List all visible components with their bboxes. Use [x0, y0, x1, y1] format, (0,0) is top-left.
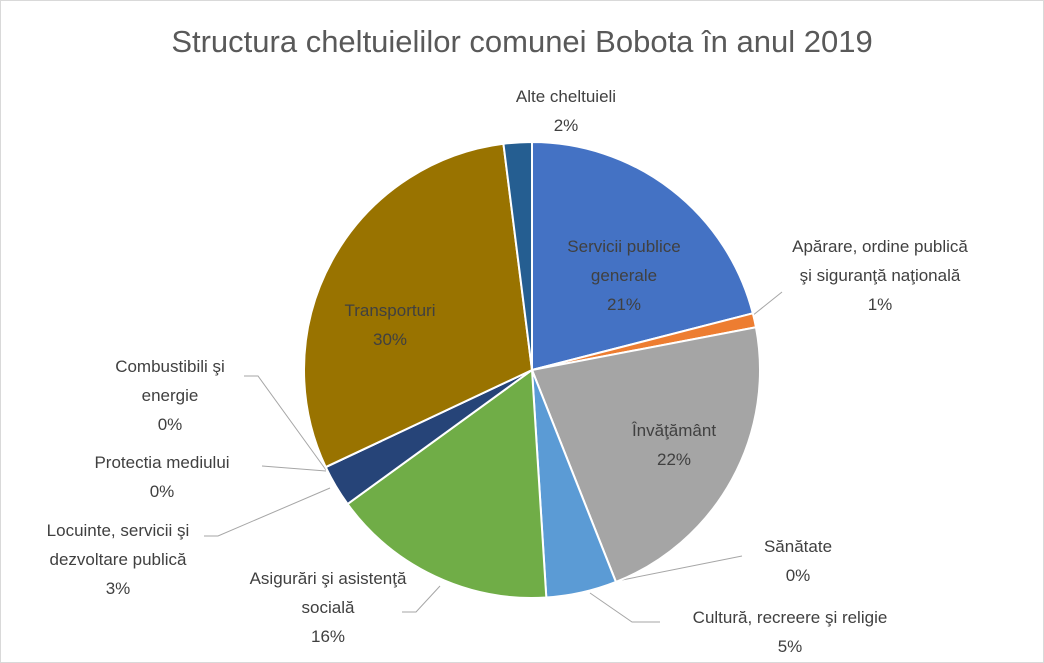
data-label: Învăţământ 22% — [599, 416, 749, 474]
data-label: Alte cheltuieli 2% — [486, 82, 646, 140]
data-label: Transporturi 30% — [315, 296, 465, 354]
data-label: Sănătate 0% — [738, 532, 858, 590]
value-label: 3% — [105, 579, 131, 598]
pie-slice — [346, 368, 548, 599]
data-label: Protectia mediului 0% — [52, 448, 272, 506]
data-label: Servicii publice generale 21% — [549, 232, 699, 319]
value-label: 0% — [785, 566, 811, 585]
value-label: 2% — [553, 116, 579, 135]
pie-slice — [303, 142, 534, 469]
value-label: 21% — [606, 295, 642, 314]
category-label: Servicii publice generale — [567, 237, 681, 285]
category-label: Cultură, recreere şi religie — [692, 608, 888, 627]
value-label: 30% — [372, 330, 408, 349]
leader-line — [402, 585, 441, 613]
category-label: Locuinte, servicii şi dezvoltare publică — [46, 521, 190, 569]
category-label: Asigurări şi asistenţă socială — [249, 569, 407, 617]
pie-slice — [502, 140, 533, 371]
leader-lines — [204, 291, 783, 623]
category-label: Alte cheltuieli — [515, 87, 617, 106]
data-label: Locuinte, servicii şi dezvoltare publică… — [18, 516, 218, 603]
category-label: Apărare, ordine publică şi siguranţă naţ… — [792, 237, 968, 285]
pie-slice — [531, 140, 755, 372]
value-label: 0% — [149, 482, 175, 501]
category-label: Sănătate — [763, 537, 833, 556]
leader-line — [261, 465, 327, 472]
category-label: Transporturi — [344, 301, 436, 320]
value-label: 22% — [656, 450, 692, 469]
leader-line — [751, 291, 783, 317]
category-label: Combustibili şi energie — [115, 357, 225, 405]
value-label: 16% — [310, 627, 346, 646]
leader-line — [621, 555, 743, 581]
leader-line — [589, 592, 660, 623]
data-label: Asigurări şi asistenţă socială 16% — [248, 564, 408, 651]
pie-slice — [530, 326, 761, 584]
value-label: 1% — [867, 295, 893, 314]
data-label: Cultură, recreere şi religie 5% — [650, 603, 930, 661]
chart-title: Structura cheltuielilor comunei Bobota î… — [171, 24, 873, 59]
category-label: Protectia mediului — [94, 453, 230, 472]
value-label: 5% — [777, 637, 803, 656]
category-label: Învăţământ — [631, 421, 717, 440]
data-label: Combustibili şi energie 0% — [90, 352, 250, 439]
leader-line — [244, 375, 327, 471]
data-label: Apărare, ordine publică şi siguranţă naţ… — [788, 232, 973, 319]
value-label: 0% — [157, 415, 183, 434]
leader-line — [204, 487, 331, 537]
